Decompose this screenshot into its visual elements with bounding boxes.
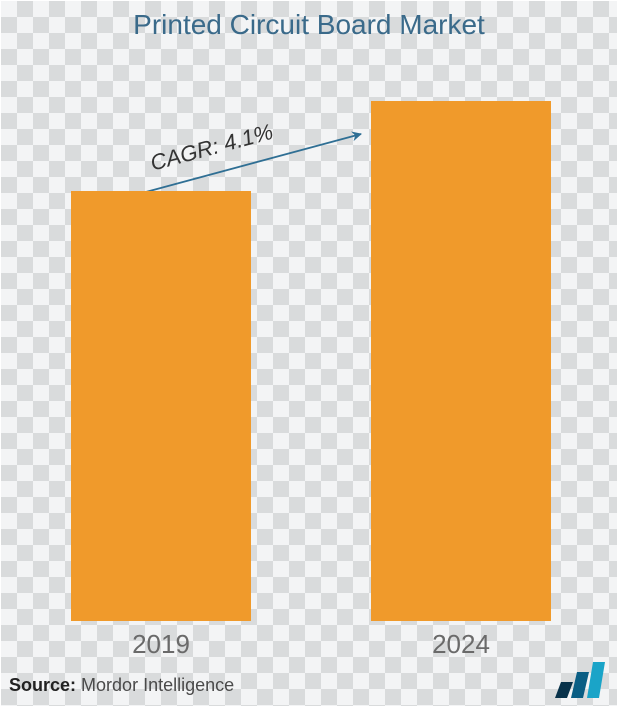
bar-2024 [371,101,551,621]
xlabel-0: 2019 [71,629,251,660]
xlabel-1: 2024 [371,629,551,660]
mordor-logo-icon [551,658,605,698]
bar-2019 [71,191,251,621]
chart-area [1,61,618,621]
chart-container: Printed Circuit Board Market CAGR: 4.1% … [0,0,618,707]
chart-title: Printed Circuit Board Market [1,9,617,41]
source-name: Mordor Intelligence [81,675,234,695]
source-label: Source: [9,675,76,695]
source-line: Source: Mordor Intelligence [9,675,234,696]
